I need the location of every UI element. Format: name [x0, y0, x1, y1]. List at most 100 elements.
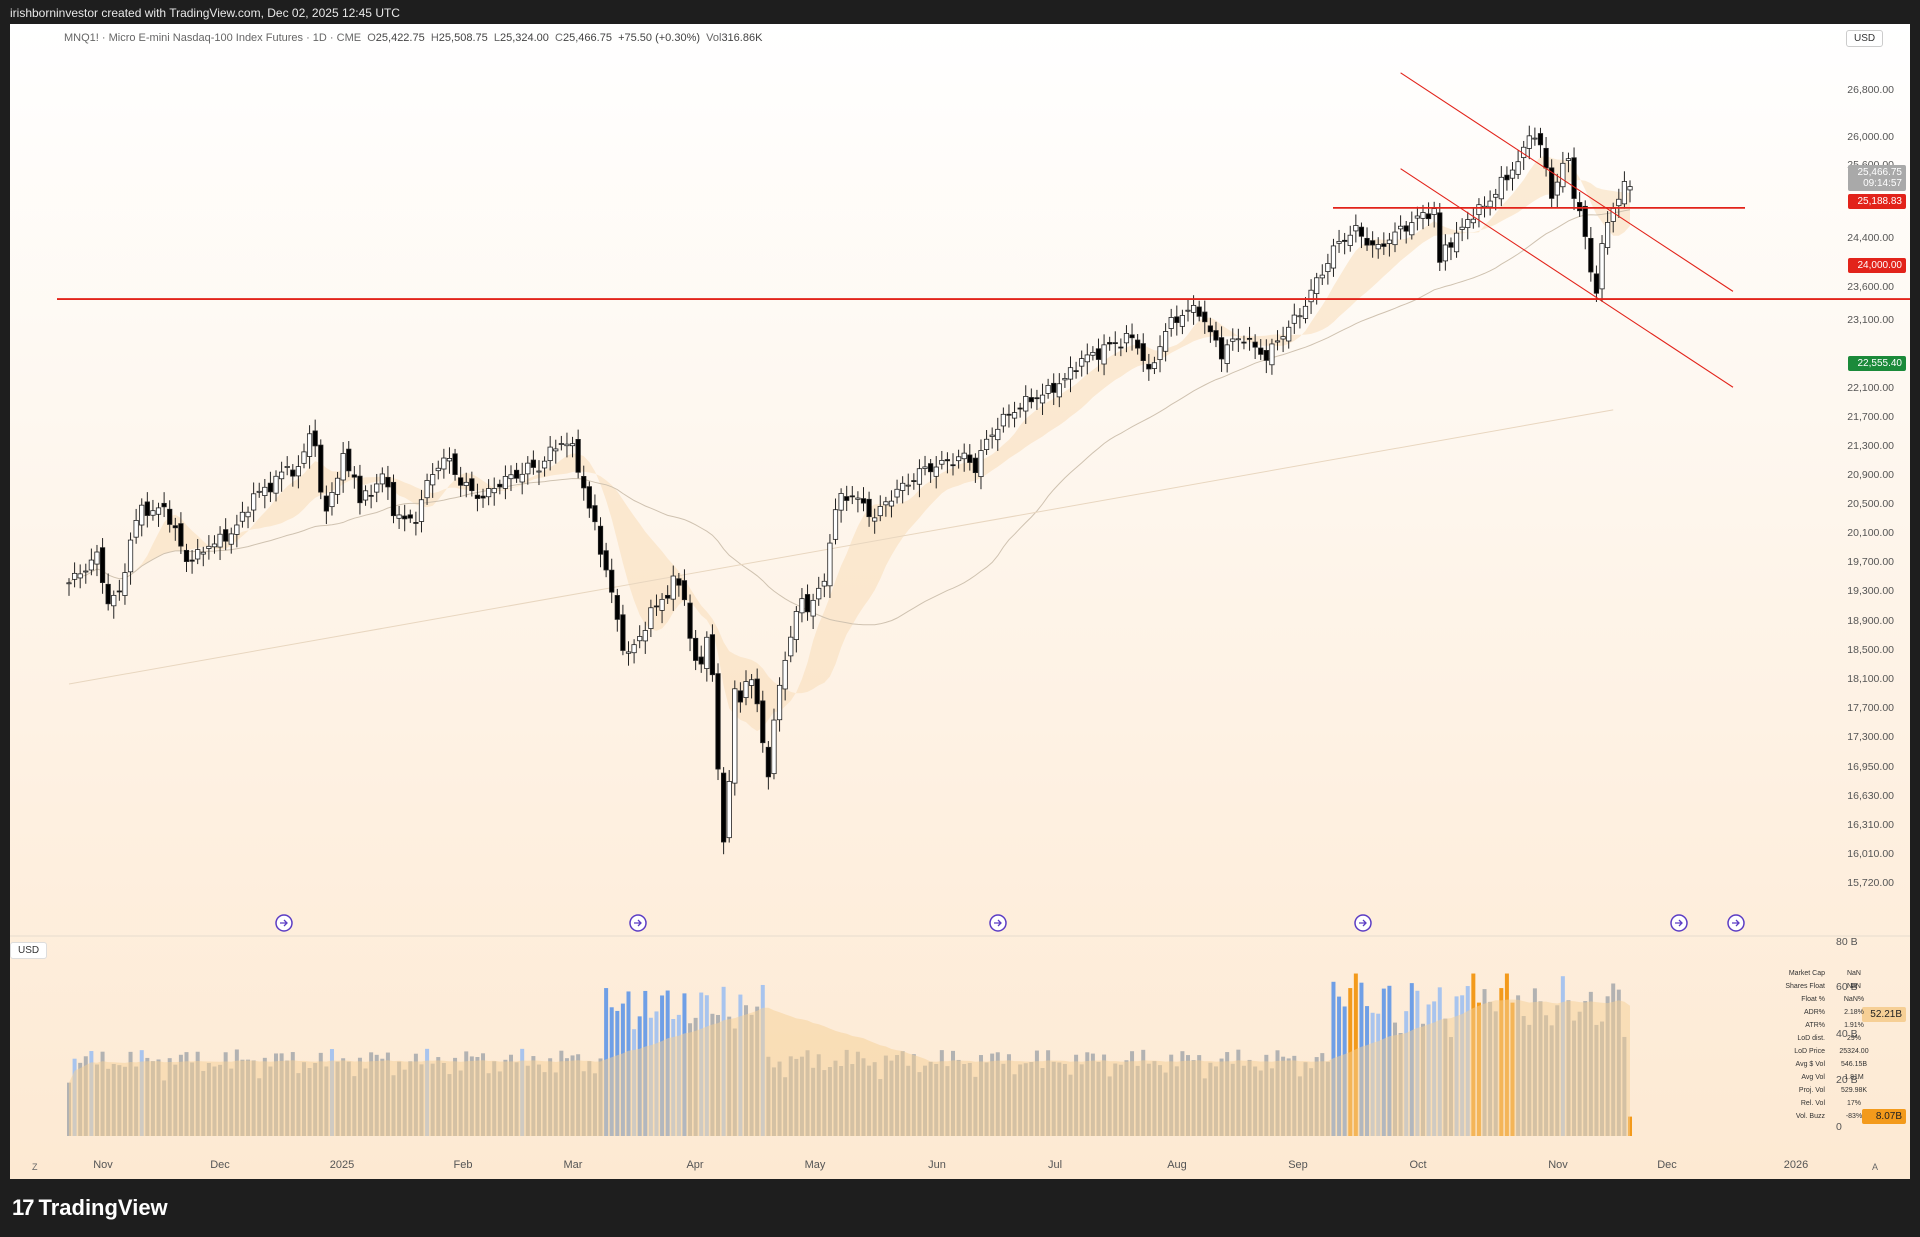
candle-body — [1487, 200, 1493, 208]
candle-body — [1286, 326, 1292, 342]
candle-body — [547, 446, 553, 462]
candle-body — [1375, 244, 1381, 250]
candle-body — [486, 488, 492, 498]
y-tick-label: 23,100.00 — [1847, 314, 1894, 326]
candle-body — [726, 781, 732, 839]
stats-row: Shares Float NaN — [1755, 980, 1875, 993]
candle-body — [832, 509, 839, 540]
candle-body — [721, 772, 727, 843]
candle-body — [530, 459, 536, 468]
candle-body — [374, 483, 380, 493]
stats-row: Float % NaN% — [1755, 993, 1875, 1006]
candle-body — [944, 459, 951, 462]
candle-body — [1398, 225, 1404, 230]
candle-body — [1028, 397, 1034, 403]
candle-body — [1241, 341, 1247, 344]
candle-body — [256, 490, 262, 493]
candle-body — [267, 482, 274, 493]
chart-frame: 26,800.0026,000.0025,600.0024,400.0023,6… — [10, 24, 1910, 1179]
y-tick-label: 15,720.00 — [1847, 877, 1894, 889]
tradingview-logo[interactable]: 17 TradingView — [12, 1195, 168, 1221]
candle-body — [446, 458, 453, 462]
stats-label: ATR% — [1805, 1022, 1825, 1029]
candle-body — [860, 498, 867, 504]
candle-body — [1314, 277, 1320, 294]
x-tick-label: Aug — [1167, 1159, 1187, 1171]
candle-body — [1549, 167, 1555, 199]
x-tick-label: Dec — [210, 1159, 230, 1171]
chart-canvas[interactable]: 26,800.0026,000.0025,600.0024,400.0023,6… — [10, 24, 1910, 1179]
candle-body — [687, 602, 693, 639]
candle-body — [704, 636, 710, 670]
candle-body — [1051, 382, 1057, 393]
candle-body — [581, 476, 587, 489]
volume-currency-button[interactable]: USD — [10, 942, 48, 959]
stats-value: -83% — [1845, 1113, 1863, 1120]
open-label: O — [367, 32, 376, 44]
candle-body — [1196, 306, 1202, 317]
candle-body — [1577, 202, 1583, 212]
channel-lower-line — [1400, 168, 1734, 388]
y-tick-label: 21,300.00 — [1847, 440, 1894, 452]
candle-body — [491, 488, 497, 494]
y-tick-label: 17,300.00 — [1847, 731, 1894, 743]
y-tick-label: 26,000.00 — [1847, 131, 1894, 143]
stats-row: Avg Vol 1.81M — [1755, 1071, 1875, 1084]
candle-body — [334, 477, 341, 495]
stats-label: Market Cap — [1788, 970, 1825, 977]
candle-body — [1235, 338, 1241, 341]
candle-body — [306, 433, 313, 457]
candle-body — [1190, 304, 1197, 313]
event-arrow-icon — [1732, 919, 1740, 927]
ema-band — [69, 155, 1630, 731]
candle-body — [1084, 354, 1090, 363]
candle-body — [508, 474, 514, 480]
candle-body — [1425, 213, 1432, 220]
candle-body — [564, 443, 570, 447]
y-tick-label: 19,700.00 — [1847, 556, 1894, 568]
candle-body — [1079, 358, 1085, 367]
candle-body — [497, 483, 503, 488]
x-tick-label: Mar — [564, 1159, 583, 1171]
stats-value: 1.81M — [1844, 1074, 1864, 1081]
y-tick-label: 18,500.00 — [1847, 644, 1894, 656]
last-price-tag: 25,466.75 09:14:57 — [1848, 165, 1906, 191]
candle-body — [1627, 186, 1633, 191]
candle-body — [351, 474, 357, 478]
candle-body — [648, 607, 654, 629]
candle-body — [1258, 347, 1264, 355]
candle-body — [1146, 363, 1152, 370]
candle-body — [1006, 413, 1012, 416]
candle-body — [424, 480, 430, 499]
stats-row: ATR% 1.91% — [1755, 1019, 1875, 1032]
candle-body — [150, 510, 156, 516]
stats-value: NaN% — [1843, 996, 1865, 1003]
candle-body — [793, 611, 799, 640]
volume-avg-tag: 52.21B — [1862, 1007, 1906, 1022]
vol-value: 316.86K — [721, 32, 763, 44]
candle-body — [698, 656, 704, 665]
stats-label: Avg $ Vol — [1795, 1061, 1825, 1068]
candle-body — [1364, 237, 1370, 246]
candle-body — [748, 679, 755, 686]
candle-body — [1017, 407, 1023, 410]
currency-button[interactable]: USD — [1846, 30, 1884, 47]
candle-body — [430, 474, 436, 486]
candle-body — [178, 523, 184, 547]
candle-body — [385, 476, 391, 488]
candle-body — [144, 501, 150, 516]
stats-value: 29% — [1846, 1035, 1861, 1042]
candle-body — [693, 637, 699, 661]
candle-body — [1353, 225, 1359, 232]
candle-body — [155, 507, 162, 515]
candle-body — [105, 583, 111, 605]
stats-label: LoD Price — [1794, 1048, 1825, 1055]
candle-body — [1347, 234, 1353, 246]
candle-body — [1135, 339, 1141, 349]
candle-body — [1090, 351, 1096, 356]
candle-body — [1537, 133, 1544, 146]
candle-body — [413, 522, 419, 524]
candle-body — [1342, 239, 1348, 242]
stats-value: 1.91% — [1844, 1022, 1864, 1029]
candle-body — [1588, 237, 1594, 273]
